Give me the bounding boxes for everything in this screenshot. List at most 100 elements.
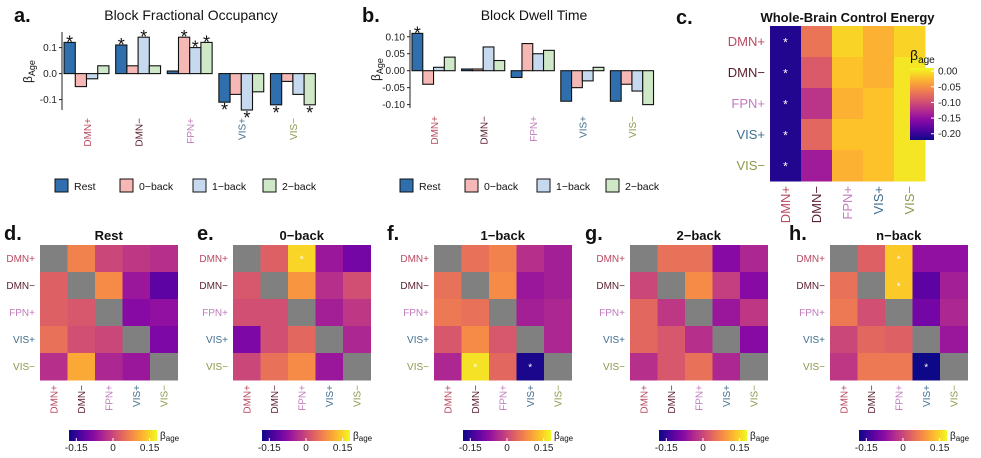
row-label-visplus: VIS+ (803, 335, 825, 346)
colorbar-tick-label: 0 (900, 443, 906, 454)
heatmap-cell-dmnminus-dmnminus (801, 57, 833, 89)
row-label-visminus: VIS− (736, 158, 765, 173)
heatmap-cell-fpnplus-fpnplus (95, 299, 123, 327)
heatmap-cell-visminus-fpnplus (885, 353, 913, 381)
colorbar-title: βage (910, 47, 935, 66)
legend-key-0minusback (464, 178, 479, 193)
colorbar-tick-label: -0.10 (938, 98, 961, 109)
heatmap-cell-fpnplus-dmnminus (461, 299, 490, 327)
row-label-fpnplus: FPN+ (9, 308, 35, 319)
heatmap-cell-dmnplus-dmnminus (857, 245, 886, 273)
row-label-visminus: VIS− (206, 362, 228, 373)
legend-label-1minusback: 1−back (556, 181, 591, 193)
bar-dmnplus-0minusback (422, 70, 435, 85)
row-label-visplus: VIS+ (736, 127, 765, 142)
significance-star: * (528, 363, 532, 374)
y-axis-title: βAge (21, 60, 37, 83)
significance-star: * (897, 255, 901, 266)
x-tick-label-dmnplus: DMN+ (430, 116, 441, 145)
row-label-visminus: VIS− (803, 362, 825, 373)
heatmap-cell-dmnplus-fpnplus (885, 245, 913, 273)
heatmap-cell-visminus-dmnplus (40, 353, 68, 381)
col-label-visplus: VIS+ (325, 385, 336, 407)
x-tick-label-visplus: VIS+ (579, 116, 590, 138)
bar-visplus-rest (218, 73, 231, 103)
col-label-dmnminus: DMN− (667, 385, 678, 414)
heatmap-cell-visminus-dmnminus (657, 353, 686, 381)
y-tick-label: 0.10 (386, 32, 406, 43)
heatmap-cell-fpnplus-dmnplus (630, 299, 658, 327)
heatmap-cell-dmnminus-fpnplus (95, 272, 123, 300)
heatmap-cell-dmnplus-dmnminus (801, 26, 833, 58)
heatmap-cell-visminus-dmnminus (260, 353, 289, 381)
col-label-fpnplus: FPN+ (498, 385, 509, 411)
panel-letter-h: h. (789, 223, 807, 245)
y-tick-label: 0.1 (43, 43, 57, 54)
heatmap-cell-visminus-visplus (712, 353, 741, 381)
heatmap-cell-visminus-visminus (894, 150, 926, 182)
legend-label-0minusback: 0−back (484, 181, 519, 193)
heatmap-cell-visplus-visplus (315, 326, 344, 354)
significance-star: * (414, 23, 421, 43)
heatmap-cell-visplus-visplus (516, 326, 545, 354)
panel-letter-e: e. (197, 223, 214, 245)
bar-visminus-2minusback (303, 73, 316, 106)
panel-letter-d: d. (4, 223, 22, 245)
col-label-fpnplus: FPN+ (297, 385, 308, 411)
significance-star: * (66, 32, 73, 52)
heatmap-cell-visminus-visminus (150, 353, 178, 381)
heatmap-cell-visplus-visminus (150, 326, 178, 354)
bar-dmnminus-1minusback (482, 46, 495, 72)
panel-f: f. 1−back * * DMN+ DMN− FPN+ VIS+ VIS− DMN+ DMN− FP… (387, 223, 574, 454)
bar-fpnplus-2minusback (542, 49, 555, 72)
panel-g: g. 2−back DMN+ DMN− FPN+ VIS+ VIS− DMN+ DMN− FPN+… (585, 223, 770, 454)
heatmap-cell-fpnplus-dmnminus (657, 299, 686, 327)
colorbar-tick-label: -0.15 (938, 114, 961, 125)
significance-star: * (203, 32, 210, 52)
bar-fpnplus-2minusback (200, 41, 213, 75)
heatmap-cell-dmnplus-visminus (940, 245, 968, 273)
heatmap-cell-visplus-visminus (940, 326, 968, 354)
panel-letter-g: g. (585, 223, 603, 245)
row-label-fpnplus: FPN+ (799, 308, 825, 319)
bar-fpnplus-rest (510, 70, 523, 79)
row-label-visminus: VIS− (407, 362, 429, 373)
y-tick-label: -0.1 (40, 95, 58, 106)
heatmap-cell-fpnplus-visminus (150, 299, 178, 327)
colorbar-title: βage (554, 431, 574, 443)
legend-label-0minusback: 0−back (139, 181, 174, 193)
colorbar-title: βage (353, 431, 373, 443)
heatmap-cell-visplus-fpnplus (685, 326, 713, 354)
heatmap-cell-dmnplus-dmnplus (770, 26, 802, 58)
panel-letter-b: b. (362, 5, 380, 27)
heatmap-cell-visplus-visminus (343, 326, 371, 354)
heatmap-cell-visminus-visplus (912, 353, 941, 381)
legend-label-rest: Rest (419, 181, 441, 193)
row-label-visminus: VIS− (13, 362, 35, 373)
col-label-visminus: VIS− (159, 385, 170, 407)
significance-star: * (783, 129, 788, 143)
bar-visplus-2minusback (592, 66, 605, 72)
col-label-visplus: VIS+ (132, 385, 143, 407)
colorbar-tick-label: 0.15 (534, 443, 554, 454)
heatmap-cell-dmnminus-fpnplus (832, 57, 864, 89)
heatmap-cell-dmnplus-fpnplus (288, 245, 316, 273)
row-label-visminus: VIS− (603, 362, 625, 373)
row-label-dmnplus: DMN+ (796, 254, 825, 265)
heatmap-cell-dmnminus-dmnplus (40, 272, 68, 300)
bar-fpnplus-1minusback (532, 53, 545, 72)
col-label-dmnplus: DMN+ (443, 385, 454, 414)
bar-dmnminus-1minusback (137, 36, 150, 75)
heatmap-cell-dmnminus-visminus (343, 272, 371, 300)
significance-star: * (273, 103, 280, 123)
colorbar (859, 430, 947, 441)
x-tick-label-dmnminus: DMN− (134, 118, 145, 147)
heatmap-cell-visplus-dmnplus (40, 326, 68, 354)
colorbar-tick-label: -0.15 (855, 443, 878, 454)
colorbar-tick-label: -0.15 (459, 443, 482, 454)
legend-key-rest (399, 178, 414, 193)
heatmap-cell-dmnplus-visminus (343, 245, 371, 273)
row-label-dmnminus: DMN− (728, 65, 765, 80)
panel-title-b: Block Dwell Time (481, 7, 588, 23)
heatmap-cell-visplus-visplus (912, 326, 941, 354)
